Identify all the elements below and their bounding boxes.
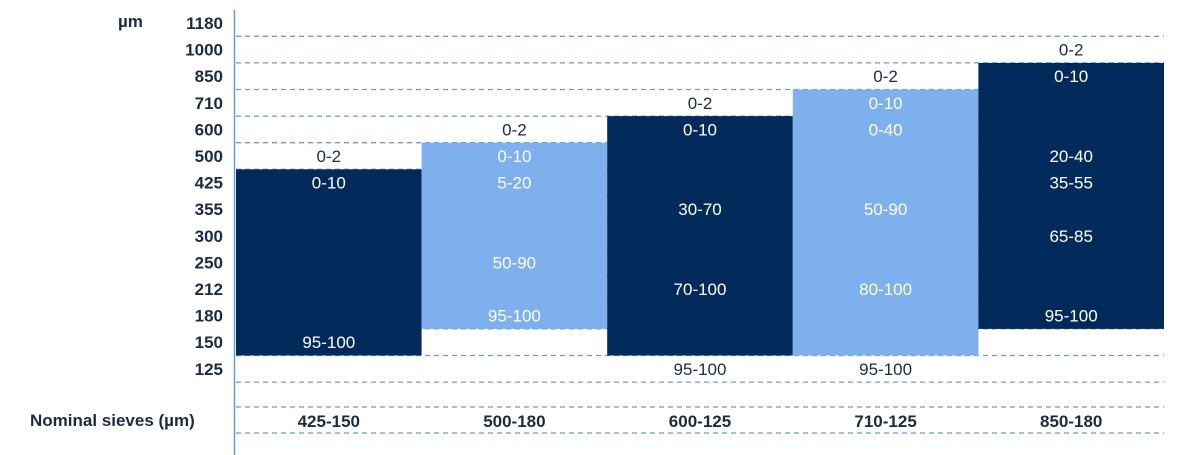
sieve-size-label: 250 (195, 253, 223, 272)
cell-value: 95-100 (488, 307, 541, 326)
grade-bar (978, 62, 1164, 329)
sieve-size-label: 600 (195, 120, 223, 139)
grade-bar (607, 116, 793, 356)
sieve-size-label: 425 (195, 174, 223, 193)
cell-value: 0-2 (688, 94, 713, 113)
sieve-size-label: 125 (195, 360, 223, 379)
sieve-size-label: 300 (195, 227, 223, 246)
cell-value: 50-90 (493, 253, 536, 272)
grade-bar (236, 169, 422, 356)
grade-label: 710-125 (854, 412, 916, 431)
grade-label: 500-180 (483, 412, 545, 431)
sieve-size-label: 850 (195, 67, 223, 86)
cell-value: 0-40 (869, 120, 903, 139)
cell-value: 80-100 (859, 280, 912, 299)
cell-value: 30-70 (678, 200, 721, 219)
cell-value: 0-10 (683, 120, 717, 139)
cell-value: 0-2 (317, 147, 342, 166)
grade-bar (792, 89, 979, 356)
sieve-size-label: 1180 (186, 14, 223, 33)
cell-value: 0-10 (1054, 67, 1088, 86)
cell-value: 0-2 (502, 120, 527, 139)
cell-value: 20-40 (1049, 147, 1092, 166)
sieve-size-label: 150 (195, 333, 223, 352)
cell-value: 65-85 (1049, 227, 1092, 246)
grade-label: 850-180 (1040, 412, 1102, 431)
cell-value: 0-10 (869, 94, 903, 113)
sieve-size-label: 355 (195, 200, 223, 219)
sieve-size-label: 212 (195, 280, 223, 299)
cell-value: 70-100 (674, 280, 727, 299)
cell-value: 0-2 (873, 67, 898, 86)
sieve-size-label: 180 (195, 307, 223, 326)
nominal-sieves-label: Nominal sieves (µm) (30, 411, 195, 430)
sieve-size-label: 500 (195, 147, 223, 166)
cell-value: 35-55 (1049, 174, 1092, 193)
cell-value: 95-100 (302, 333, 355, 352)
grade-bar (421, 142, 608, 329)
grade-label: 425-150 (298, 412, 360, 431)
cell-value: 5-20 (497, 174, 531, 193)
sieve-size-label: 1000 (185, 41, 223, 60)
cell-value: 0-10 (497, 147, 531, 166)
cell-value: 95-100 (859, 360, 912, 379)
cell-value: 95-100 (674, 360, 727, 379)
grade-label: 600-125 (669, 412, 731, 431)
cell-value: 0-2 (1059, 41, 1084, 60)
cell-value: 0-10 (312, 174, 346, 193)
cell-value: 95-100 (1045, 307, 1098, 326)
unit-label: µm (118, 12, 143, 31)
cell-value: 50-90 (864, 200, 907, 219)
sieve-size-label: 710 (195, 94, 223, 113)
